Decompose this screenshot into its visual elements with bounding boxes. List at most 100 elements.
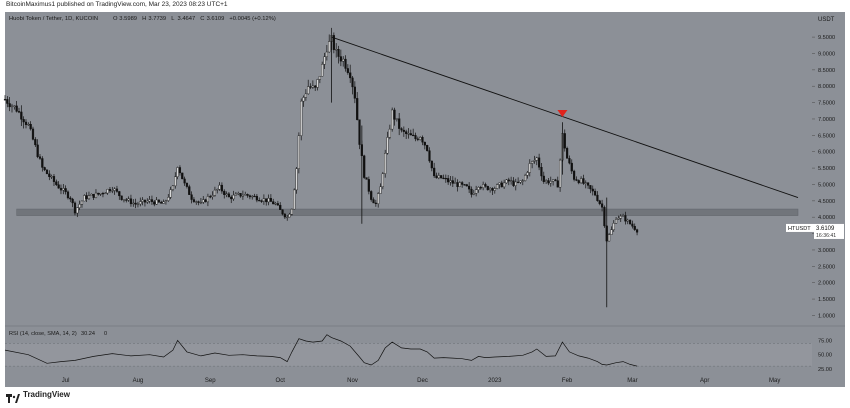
price-tick-label: 4.0000 <box>818 215 835 221</box>
candle-body <box>101 193 105 195</box>
candle-body <box>66 191 70 199</box>
candle-body <box>286 216 289 219</box>
candle-body <box>349 72 352 79</box>
candle-body <box>225 193 228 195</box>
candle-body <box>213 189 217 196</box>
candle-body <box>419 137 422 140</box>
candle-body <box>344 58 347 69</box>
candle-body <box>134 202 137 205</box>
candle-body <box>204 199 207 203</box>
price-tick-label: 8.5000 <box>818 68 835 74</box>
candle-body <box>127 198 130 201</box>
candle-body <box>20 111 23 120</box>
candle-body <box>398 118 401 129</box>
candle-body <box>64 188 67 193</box>
candle-body <box>405 131 408 134</box>
candle-body <box>87 195 91 200</box>
rsi-tick-label: 50.00 <box>818 353 832 359</box>
candle-body <box>3 99 7 101</box>
candle-body <box>83 195 86 202</box>
candle-body <box>321 64 324 77</box>
candle-body <box>293 189 296 210</box>
candle-body <box>304 93 307 98</box>
candle-body <box>614 219 618 224</box>
candle-body <box>316 79 319 88</box>
candle-body <box>325 51 328 57</box>
candle-body <box>106 189 109 194</box>
date-tick-label: Oct <box>276 378 286 384</box>
price-tick-label: 1.5000 <box>818 297 835 303</box>
candle-body <box>41 158 44 168</box>
candle-body <box>391 109 394 130</box>
date-tick-label: Aug <box>133 378 144 384</box>
candle-body <box>377 193 380 204</box>
date-tick-label: Jul <box>62 378 70 384</box>
candle-body <box>202 199 205 203</box>
candle-body <box>409 133 412 136</box>
candle-body <box>484 184 487 187</box>
candle-body <box>10 105 14 108</box>
candle-body <box>34 139 37 146</box>
candle-body <box>171 185 175 190</box>
candle-body <box>444 177 447 180</box>
candle-body <box>579 178 583 184</box>
candle-body <box>160 201 163 204</box>
candle-body <box>13 105 16 107</box>
candle-body <box>136 203 140 205</box>
candle-body <box>624 215 627 222</box>
candle-body <box>192 199 196 202</box>
tradingview-logo: TradingView <box>6 390 70 403</box>
candle-body <box>633 226 636 230</box>
candle-body <box>295 168 298 191</box>
candle-body <box>465 184 468 187</box>
candle-body <box>505 179 508 184</box>
candle-body <box>199 201 203 204</box>
date-tick-label: Mar <box>627 378 637 384</box>
candle-body <box>164 200 168 202</box>
candle-body <box>414 135 417 140</box>
candle-body <box>8 103 11 108</box>
candle-body <box>533 160 536 162</box>
tradingview-brand: TradingView <box>23 390 70 399</box>
candle-body <box>503 182 506 188</box>
last-price-value: 3.6109 <box>816 226 835 232</box>
candle-body <box>55 181 58 185</box>
candle-body <box>80 200 84 205</box>
candle-body <box>276 203 279 206</box>
candle-body <box>99 193 102 195</box>
candle-body <box>346 68 349 73</box>
candle-body <box>395 118 398 120</box>
candle-body <box>370 191 373 200</box>
candle-body <box>456 182 459 187</box>
ohlc-value: 3.6109 <box>207 16 225 22</box>
candle-body <box>118 191 121 197</box>
candle-body <box>400 128 403 131</box>
price-tick-label: 9.0000 <box>818 51 835 57</box>
candle-body <box>223 190 226 195</box>
candle-body <box>255 195 258 201</box>
candle-body <box>500 182 503 188</box>
ohlc-value: +0.0045 (+0.12%) <box>229 16 275 22</box>
candle-body <box>607 234 611 242</box>
price-tick-label: 2.5000 <box>818 264 835 270</box>
date-tick-label: Nov <box>347 378 358 384</box>
candle-body <box>512 180 515 186</box>
candle-body <box>603 207 606 227</box>
date-tick-label: May <box>769 378 780 384</box>
candle-body <box>393 109 396 120</box>
candle-body <box>461 182 464 185</box>
candle-body <box>323 56 326 65</box>
candle-body <box>108 189 112 192</box>
candle-body <box>76 207 79 214</box>
candle-body <box>524 175 527 181</box>
candle-body <box>220 184 224 192</box>
candle-body <box>356 98 359 120</box>
candle-body <box>27 123 30 126</box>
candle-body <box>148 199 151 202</box>
candle-body <box>234 193 238 196</box>
price-tick-label: 9.5000 <box>818 35 835 41</box>
candle-body <box>209 196 212 198</box>
candle-body <box>307 86 310 95</box>
candle-body <box>600 203 604 208</box>
